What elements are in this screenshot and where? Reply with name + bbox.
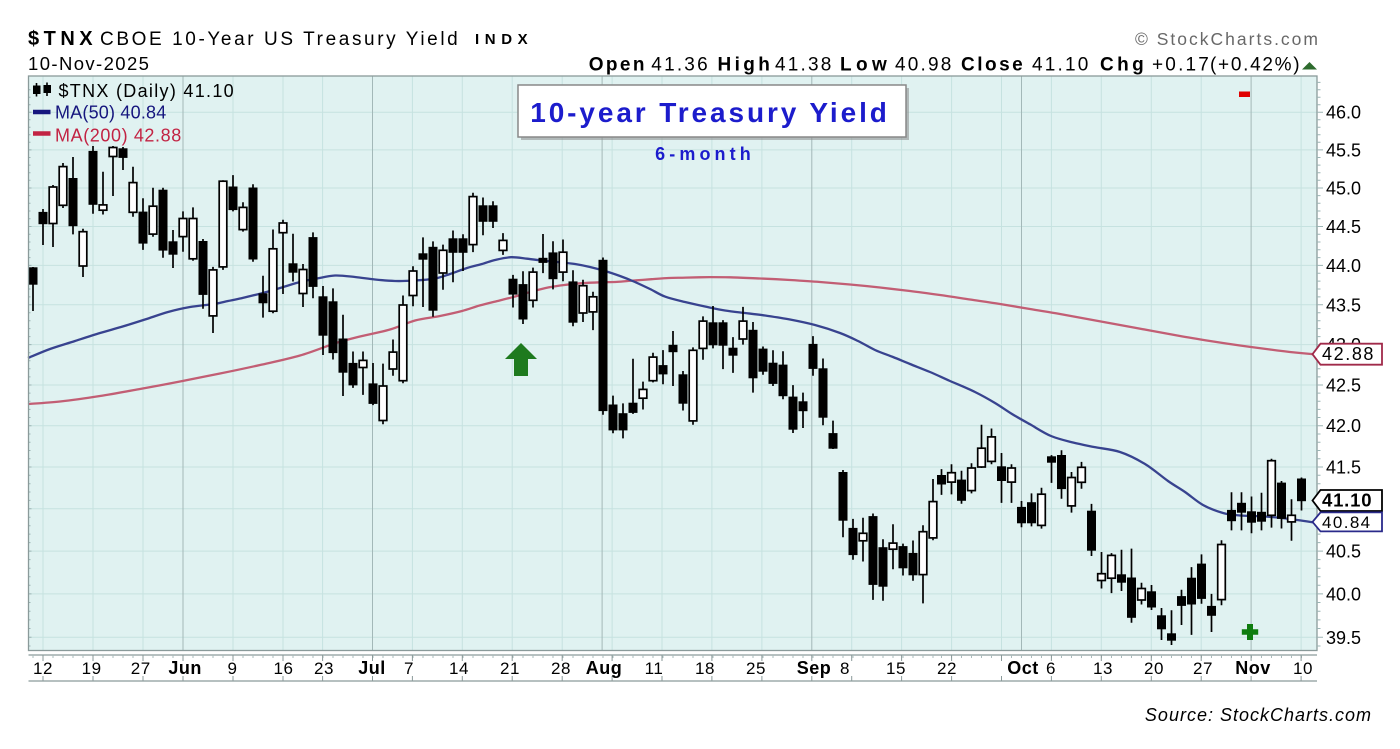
svg-text:11: 11 bbox=[645, 659, 664, 678]
svg-text:13: 13 bbox=[1093, 659, 1113, 678]
svg-text:22: 22 bbox=[937, 659, 957, 678]
svg-text:21: 21 bbox=[500, 659, 520, 678]
svg-text:40.0: 40.0 bbox=[1326, 584, 1361, 604]
svg-text:46.0: 46.0 bbox=[1326, 103, 1361, 123]
svg-text:42.88: 42.88 bbox=[1322, 344, 1375, 364]
svg-text:Oct: Oct bbox=[1007, 658, 1039, 678]
svg-text:Low: Low bbox=[840, 55, 891, 76]
svg-text:15: 15 bbox=[886, 659, 906, 678]
svg-text:10: 10 bbox=[1293, 659, 1313, 678]
svg-text:MA(50) 40.84: MA(50) 40.84 bbox=[55, 103, 166, 123]
svg-text:7: 7 bbox=[404, 659, 414, 678]
svg-text:41.36: 41.36 bbox=[651, 55, 710, 76]
svg-text:25: 25 bbox=[746, 659, 766, 678]
svg-text:Jun: Jun bbox=[168, 658, 202, 678]
svg-text:Jul: Jul bbox=[358, 658, 386, 678]
svg-text:8: 8 bbox=[840, 659, 850, 678]
svg-text:6: 6 bbox=[1046, 659, 1056, 678]
svg-text:45.0: 45.0 bbox=[1326, 179, 1361, 199]
svg-text:6-month: 6-month bbox=[655, 144, 755, 164]
svg-text:23: 23 bbox=[314, 659, 334, 678]
svg-text:42.0: 42.0 bbox=[1326, 416, 1361, 436]
svg-text:18: 18 bbox=[695, 659, 715, 678]
svg-text:41.10: 41.10 bbox=[1032, 55, 1091, 76]
svg-text:CBOE 10-Year US Treasury Yield: CBOE 10-Year US Treasury Yield bbox=[100, 29, 460, 50]
svg-text:Chg: Chg bbox=[1100, 55, 1147, 76]
svg-text:14: 14 bbox=[449, 659, 469, 678]
svg-text:Close: Close bbox=[961, 55, 1025, 76]
svg-text:$TNX (Daily) 41.10: $TNX (Daily) 41.10 bbox=[59, 81, 235, 101]
svg-text:Nov: Nov bbox=[1235, 658, 1271, 678]
svg-text:20: 20 bbox=[1144, 659, 1164, 678]
svg-text:44.0: 44.0 bbox=[1326, 256, 1361, 276]
svg-text:Open: Open bbox=[589, 55, 647, 76]
svg-text:44.5: 44.5 bbox=[1326, 217, 1361, 237]
svg-text:28: 28 bbox=[551, 659, 571, 678]
svg-text:Sep: Sep bbox=[797, 658, 832, 678]
svg-text:MA(200) 42.88: MA(200) 42.88 bbox=[55, 126, 182, 146]
svg-text:41.10: 41.10 bbox=[1322, 490, 1372, 511]
svg-text:27: 27 bbox=[1193, 659, 1213, 678]
svg-text:10-year Treasury Yield: 10-year Treasury Yield bbox=[530, 97, 890, 128]
svg-text:45.5: 45.5 bbox=[1326, 140, 1361, 160]
svg-text:43.5: 43.5 bbox=[1326, 295, 1361, 315]
svg-text:$TNX: $TNX bbox=[28, 28, 97, 50]
svg-text:9: 9 bbox=[228, 659, 238, 678]
svg-text:12: 12 bbox=[33, 659, 53, 678]
svg-text:(+0.42%): (+0.42%) bbox=[1210, 55, 1301, 76]
svg-text:41.38: 41.38 bbox=[775, 55, 834, 76]
svg-text:41.5: 41.5 bbox=[1326, 458, 1361, 478]
svg-text:40.5: 40.5 bbox=[1326, 542, 1361, 562]
svg-text:40.98: 40.98 bbox=[895, 55, 954, 76]
svg-text:39.5: 39.5 bbox=[1326, 628, 1361, 648]
svg-text:© StockCharts.com: © StockCharts.com bbox=[1135, 29, 1320, 49]
svg-text:40.84: 40.84 bbox=[1322, 513, 1372, 532]
svg-text:Aug: Aug bbox=[586, 658, 623, 678]
svg-text:16: 16 bbox=[274, 659, 294, 678]
svg-text:19: 19 bbox=[82, 659, 102, 678]
svg-text:Source: StockCharts.com: Source: StockCharts.com bbox=[1145, 705, 1372, 725]
svg-text:42.5: 42.5 bbox=[1326, 376, 1361, 396]
svg-text:High: High bbox=[718, 55, 774, 76]
svg-text:27: 27 bbox=[131, 659, 151, 678]
svg-text:+0.17: +0.17 bbox=[1152, 55, 1211, 76]
svg-text:INDX: INDX bbox=[475, 31, 533, 48]
svg-text:10-Nov-2025: 10-Nov-2025 bbox=[28, 53, 150, 74]
